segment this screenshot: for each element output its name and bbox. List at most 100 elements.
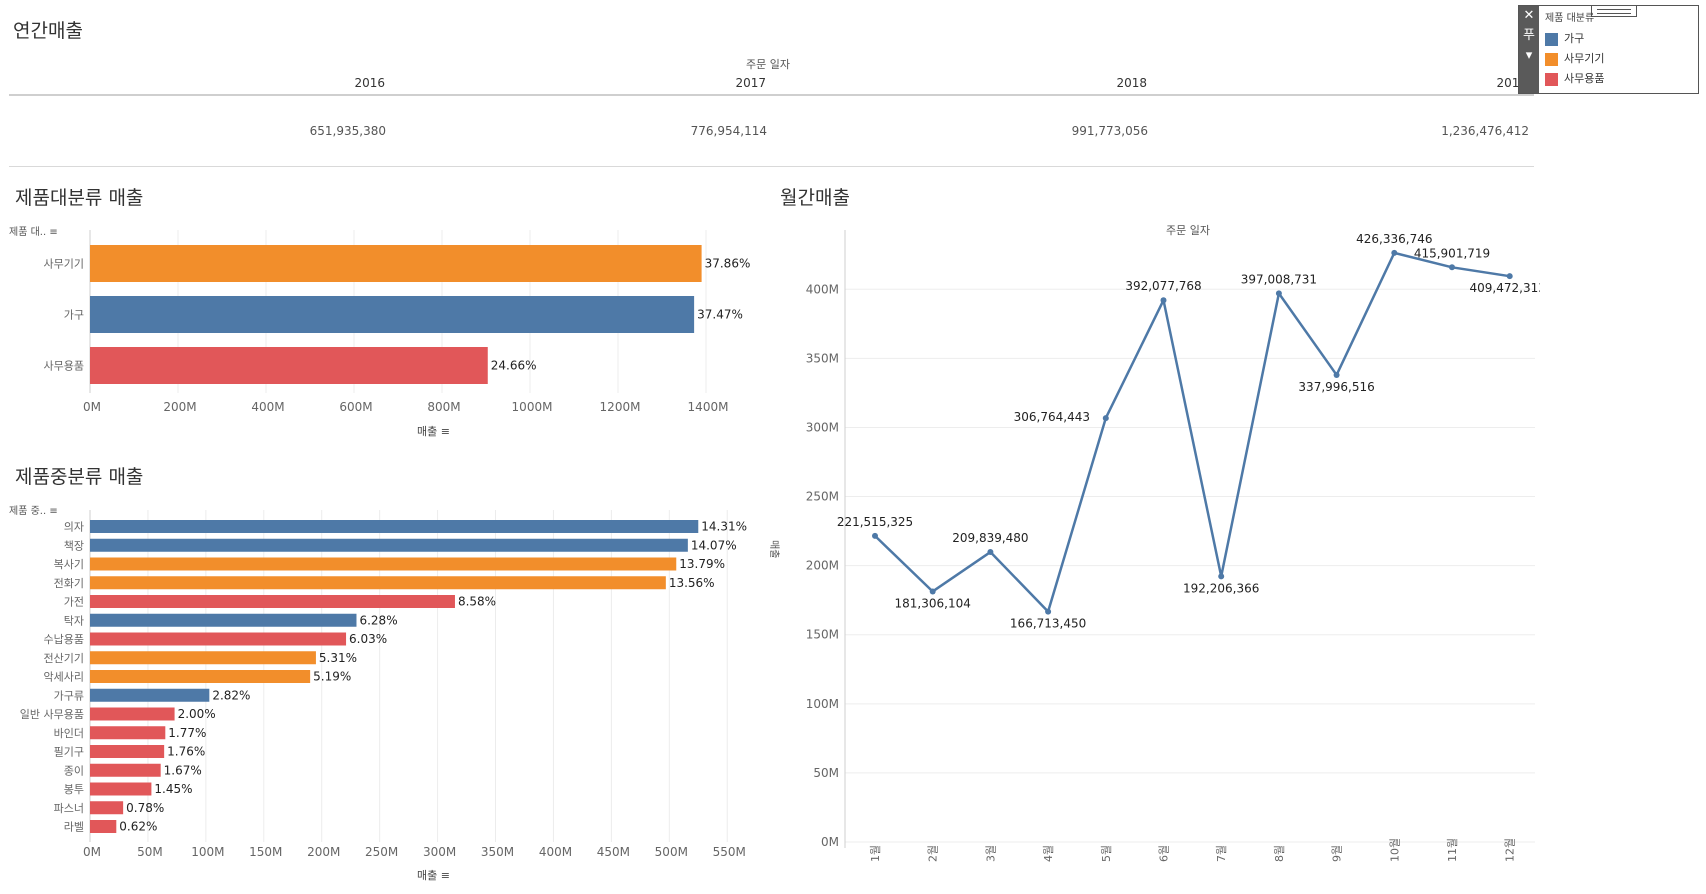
legend-label: 사무기기 <box>1564 52 1605 65</box>
sort-icon[interactable]: ≡ <box>49 227 58 238</box>
data-point[interactable] <box>1102 415 1109 422</box>
bar[interactable] <box>90 707 175 721</box>
category-label: 탁자 <box>64 614 84 627</box>
point-data-label: 221,515,325 <box>837 515 913 529</box>
bar[interactable] <box>90 613 357 627</box>
bar[interactable] <box>90 632 347 646</box>
bar[interactable] <box>90 595 455 608</box>
bar[interactable] <box>90 763 161 777</box>
monthly-axis-title: 주문 일자 <box>1166 224 1210 237</box>
subcategory-axis-header[interactable]: 제품 중.. ≡ <box>9 502 58 517</box>
bar[interactable] <box>90 726 166 740</box>
y-tick-label: 400M <box>806 282 839 296</box>
bar[interactable] <box>90 245 702 282</box>
data-point[interactable] <box>987 549 994 556</box>
x-category-label: 5월 <box>1100 845 1113 862</box>
x-tick-label: 200M <box>163 400 196 414</box>
monthly-panel-title: 월간매출 <box>780 187 850 209</box>
bar[interactable] <box>90 520 699 533</box>
pin-icon[interactable]: 푸 <box>1523 28 1535 43</box>
bar[interactable] <box>90 688 210 702</box>
bar-data-label: 6.03% <box>349 632 387 646</box>
category-label: 복사기 <box>54 558 84 571</box>
category-label: 가전 <box>64 596 84 609</box>
bar[interactable] <box>90 820 117 833</box>
bar[interactable] <box>90 651 316 665</box>
bar-data-label: 14.07% <box>691 538 737 552</box>
sort-icon[interactable]: ≡ <box>49 506 58 517</box>
category-xlabel: 매출 <box>417 425 438 438</box>
bar[interactable] <box>90 347 488 384</box>
bar-data-label: 1.76% <box>167 745 205 759</box>
annual-axis-title: 주문 일자 <box>746 58 790 71</box>
sort-icon[interactable]: ≡ <box>440 425 450 438</box>
series-line[interactable] <box>874 251 1510 613</box>
category-label: 종이 <box>64 764 84 777</box>
legend-item[interactable]: 사무기기 <box>1545 51 1604 67</box>
annual-title: 연간매출 <box>13 20 83 42</box>
bar[interactable] <box>90 782 152 796</box>
y-tick-label: 50M <box>813 766 839 780</box>
data-point[interactable] <box>929 588 936 595</box>
category-panel-title: 제품대분류 매출 <box>15 187 144 209</box>
bar[interactable] <box>90 296 695 333</box>
x-category-label: 8월 <box>1273 845 1286 862</box>
bar[interactable] <box>90 557 677 571</box>
point-data-label: 397,008,731 <box>1241 272 1317 286</box>
x-category-label: 9월 <box>1331 845 1344 862</box>
y-tick-label: 150M <box>806 628 839 642</box>
data-point[interactable] <box>1391 249 1398 256</box>
x-category-label: 4월 <box>1042 845 1055 862</box>
x-category-label: 12월 <box>1504 838 1517 862</box>
category-label: 봉투 <box>64 783 84 796</box>
category-label: 필기구 <box>54 746 84 759</box>
legend-item[interactable]: 가구 <box>1545 31 1584 47</box>
data-point[interactable] <box>1160 297 1167 304</box>
bar[interactable] <box>90 670 311 683</box>
category-axis-header[interactable]: 제품 대.. ≡ <box>9 223 58 238</box>
bar-data-label: 37.86% <box>705 257 751 271</box>
category-label: 파스너 <box>54 802 84 815</box>
subcategory-axis-header-label: 제품 중.. <box>9 506 47 517</box>
data-point[interactable] <box>1506 273 1513 280</box>
close-icon[interactable]: ✕ <box>1523 8 1535 23</box>
legend-item[interactable]: 사무용품 <box>1545 71 1604 87</box>
data-point[interactable] <box>1045 608 1052 615</box>
category-label: 가구 <box>64 309 84 322</box>
data-point[interactable] <box>872 532 878 539</box>
x-tick-label: 50M <box>137 845 163 859</box>
x-tick-label: 450M <box>597 845 630 859</box>
bar[interactable] <box>90 576 666 590</box>
x-tick-label: 1000M <box>512 400 553 414</box>
menu-icon[interactable]: ▾ <box>1525 48 1533 63</box>
bar-data-label: 0.62% <box>119 820 157 834</box>
bar-data-label: 14.31% <box>701 520 747 534</box>
data-point[interactable] <box>1218 573 1225 580</box>
data-point[interactable] <box>1275 290 1282 297</box>
year-header: 2017 <box>735 76 766 90</box>
drag-handle[interactable] <box>1591 5 1637 17</box>
category-label: 전화기 <box>54 577 84 590</box>
data-point[interactable] <box>1333 371 1340 378</box>
annual-sales-value: 1,236,476,412 <box>1441 124 1529 138</box>
sort-icon[interactable]: ≡ <box>440 869 450 882</box>
data-point[interactable] <box>1449 264 1455 271</box>
bar[interactable] <box>90 538 688 552</box>
bar-data-label: 2.82% <box>212 688 250 702</box>
bar-data-label: 1.77% <box>168 726 206 740</box>
bar[interactable] <box>90 745 165 758</box>
legend-card[interactable]: ✕ 푸 ▾ 제품 대분류 가구 사무기기 사무용품 <box>1518 5 1699 94</box>
x-tick-label: 400M <box>539 845 572 859</box>
x-tick-label: 300M <box>423 845 456 859</box>
bar-data-label: 24.66% <box>491 359 537 373</box>
point-data-label: 392,077,768 <box>1125 279 1201 293</box>
bar[interactable] <box>90 801 124 815</box>
bar-data-label: 2.00% <box>178 707 216 721</box>
x-tick-label: 400M <box>251 400 284 414</box>
bar-data-label: 1.67% <box>164 763 202 777</box>
legend-label: 사무용품 <box>1564 72 1605 85</box>
legend-swatch <box>1545 72 1558 86</box>
x-category-label: 2월 <box>927 845 940 862</box>
bar-data-label: 13.56% <box>669 576 715 590</box>
